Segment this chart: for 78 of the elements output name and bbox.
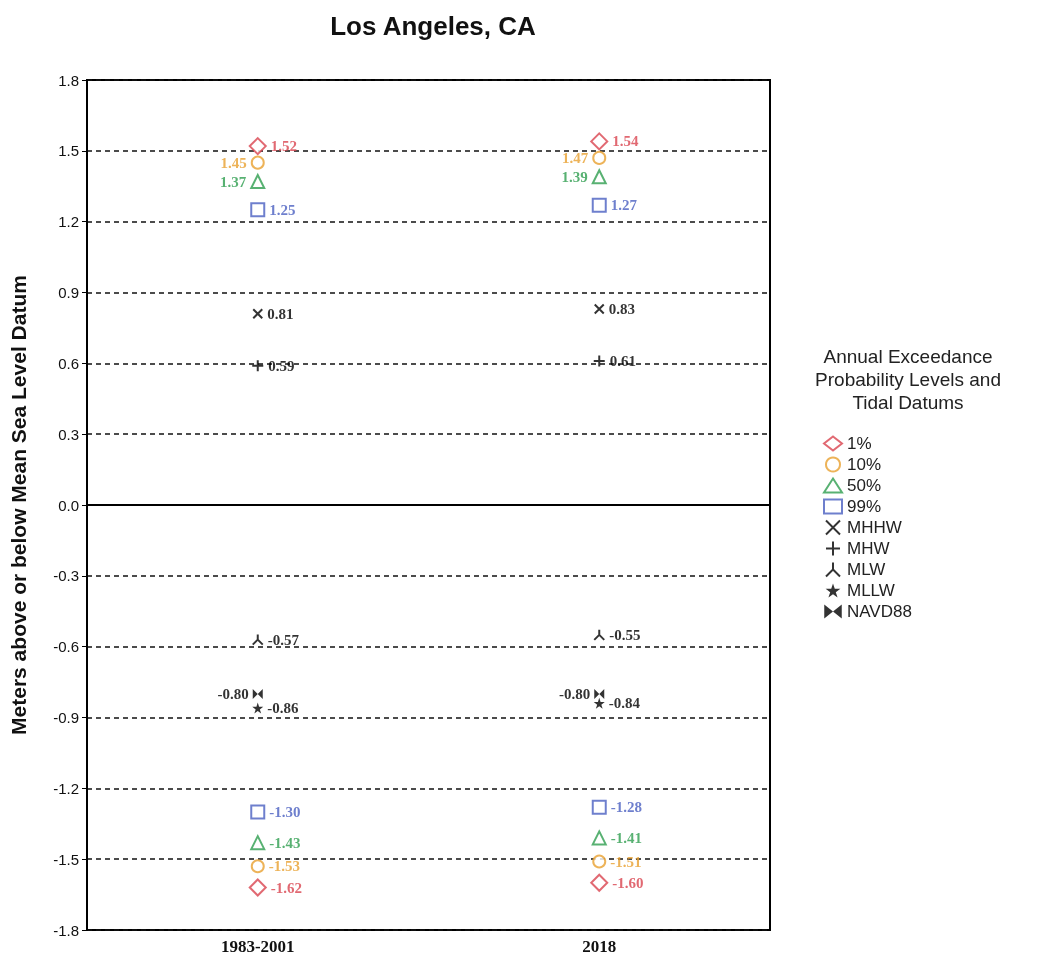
data-label: 0.59 — [268, 357, 295, 374]
data-label: -1.60 — [612, 874, 644, 891]
legend-label: 50% — [847, 476, 882, 495]
point — [592, 854, 607, 869]
point — [590, 132, 609, 151]
y-tick-label: -0.3 — [53, 567, 79, 585]
y-tick-label: 1.5 — [58, 142, 79, 160]
y-tick-label: 1.8 — [58, 71, 79, 89]
point — [594, 688, 605, 699]
point — [248, 137, 267, 156]
data-label: 1.39 — [561, 168, 588, 185]
point — [590, 873, 609, 892]
legend-label: MLLW — [847, 581, 895, 600]
point — [250, 155, 265, 170]
legend-label: 10% — [847, 455, 882, 474]
point — [591, 830, 607, 846]
y-tick-label: -1.8 — [53, 921, 79, 939]
point — [591, 169, 607, 185]
y-tick-label: 0.9 — [58, 284, 79, 301]
data-label: -1.53 — [268, 858, 300, 875]
legend-label: NAVD88 — [847, 602, 912, 621]
data-label: -0.86 — [267, 700, 299, 717]
data-label: 1.25 — [269, 201, 296, 218]
point — [250, 804, 266, 820]
legend-label: MHW — [847, 539, 890, 558]
data-label: 0.81 — [267, 305, 294, 322]
data-label: -0.80 — [559, 685, 591, 702]
point — [593, 697, 605, 709]
data-label: 1.52 — [270, 138, 297, 155]
y-tick-label: -0.9 — [53, 709, 79, 726]
point — [592, 354, 606, 368]
data-label: -1.30 — [269, 803, 301, 820]
legend-title: Annual Exceedance Probability Levels and Tidal Datums — [815, 346, 1001, 413]
point — [592, 150, 607, 165]
data-label: 1.27 — [610, 197, 638, 214]
data-label: 1.54 — [612, 133, 639, 150]
x-tick-label: 1983-2001 — [220, 937, 295, 956]
point — [250, 835, 266, 851]
data-label: -0.80 — [217, 685, 249, 702]
y-tick-label: 0.3 — [58, 425, 79, 443]
legend-label: MLW — [847, 560, 886, 579]
data-label: 0.83 — [608, 301, 635, 318]
point — [248, 878, 267, 897]
data-label: -0.57 — [267, 631, 300, 648]
data-label: 1.47 — [562, 149, 589, 166]
data-label: 1.45 — [220, 154, 247, 171]
point — [591, 799, 607, 815]
y-tick-label: -0.6 — [53, 638, 79, 656]
point — [252, 308, 264, 320]
point — [250, 859, 265, 874]
point — [250, 174, 266, 190]
point — [593, 303, 605, 315]
data-label: 0.61 — [609, 352, 636, 369]
data-label: -1.62 — [270, 879, 302, 896]
data-label: -0.55 — [609, 626, 641, 643]
y-tick-label: 0.0 — [58, 496, 79, 514]
y-tick-label: -1.5 — [53, 850, 79, 868]
point — [252, 702, 264, 714]
data-label: -1.28 — [610, 799, 642, 816]
x-tick-label: 2018 — [582, 937, 617, 956]
y-tick-label: -1.2 — [53, 779, 79, 797]
data-label: -1.43 — [269, 834, 301, 851]
point — [251, 359, 265, 373]
legend-label: 1% — [847, 434, 872, 453]
legend-label: MHHW — [847, 518, 902, 537]
chart-title: Los Angeles, CA — [330, 11, 537, 41]
y-tick-label: 1.2 — [58, 213, 79, 231]
legend-label: 99% — [847, 497, 882, 516]
y-tick-label: 0.6 — [58, 354, 79, 372]
point — [593, 628, 606, 641]
data-label: 1.37 — [220, 173, 247, 190]
point — [251, 633, 264, 646]
point — [252, 688, 263, 699]
point — [250, 202, 266, 218]
point — [591, 197, 607, 213]
data-label: -1.41 — [610, 829, 642, 846]
y-axis-title: Meters above or below Mean Sea Level Datum — [7, 275, 30, 735]
data-label: -0.84 — [608, 695, 641, 712]
